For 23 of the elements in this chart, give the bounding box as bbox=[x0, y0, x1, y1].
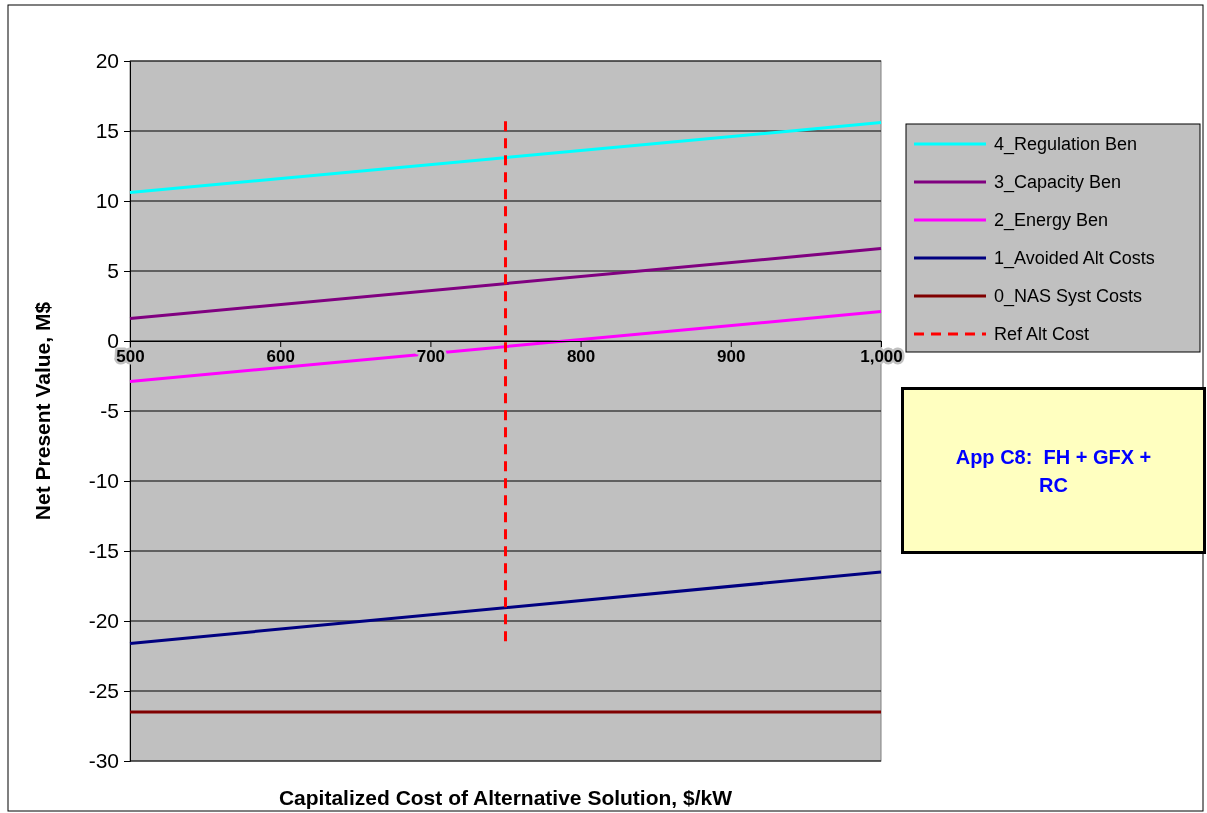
y-tick-label: -10 bbox=[88, 469, 119, 493]
y-tick-label: 15 bbox=[95, 119, 119, 143]
x-tick-label: 1,000 bbox=[860, 347, 903, 367]
legend-label: 3_Capacity Ben bbox=[994, 172, 1122, 193]
x-tick-label: 900 bbox=[717, 347, 746, 367]
y-tick-label: 5 bbox=[107, 259, 119, 283]
y-tick-label: -5 bbox=[100, 399, 119, 423]
legend-label: 1_Avoided Alt Costs bbox=[994, 248, 1155, 269]
legend-label: 0_NAS Syst Costs bbox=[994, 286, 1143, 307]
x-tick-label: 600 bbox=[266, 347, 295, 367]
y-tick-label: 10 bbox=[95, 189, 119, 213]
legend-label: Ref Alt Cost bbox=[994, 324, 1090, 344]
y-tick-label: -20 bbox=[88, 609, 119, 633]
legend-label: 4_Regulation Ben bbox=[994, 134, 1138, 155]
y-tick-label: -15 bbox=[88, 539, 119, 563]
y-tick-label: -25 bbox=[88, 679, 119, 703]
x-tick-label: 800 bbox=[566, 347, 596, 367]
y-tick-label: 20 bbox=[95, 49, 119, 73]
y-tick-label: -30 bbox=[88, 749, 119, 773]
text: App C8: FH + GFX + RC bbox=[901, 387, 1206, 554]
x-axis-title: Capitalized Cost of Alternative Solution, $/kW bbox=[278, 786, 733, 809]
y-axis-title: Net Present Value, M$ bbox=[31, 301, 54, 521]
legend-label: 2_Energy Ben bbox=[994, 210, 1109, 231]
